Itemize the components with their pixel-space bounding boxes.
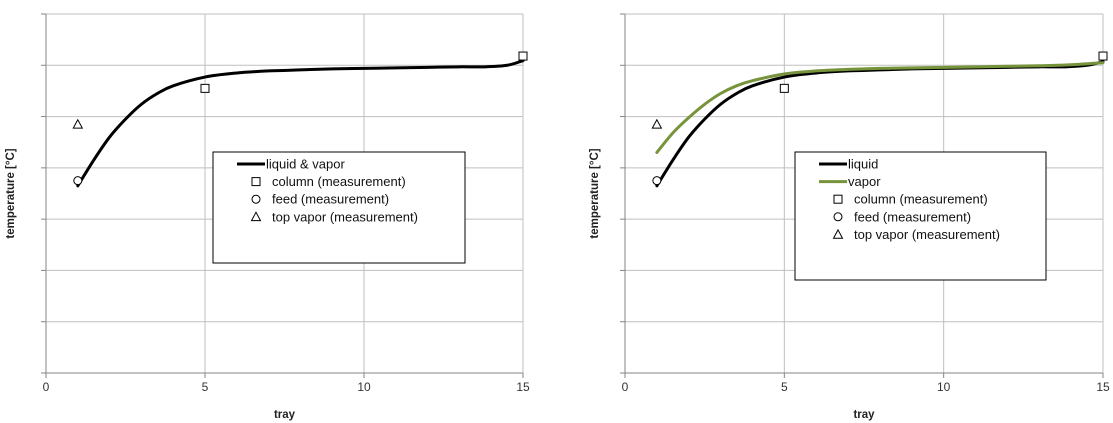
legend-circle-swatch	[251, 194, 261, 204]
series-line	[76, 59, 525, 188]
triangle-marker	[72, 118, 84, 129]
x-tick-label: 5	[202, 380, 209, 394]
x-axis-title: tray	[274, 409, 296, 421]
series-line	[655, 61, 1105, 154]
legend-label: vapor	[848, 174, 881, 189]
legend-triangle-swatch	[250, 211, 262, 222]
series-column-measurement	[200, 51, 528, 93]
x-tick-label: 10	[937, 380, 951, 394]
square-marker	[779, 83, 789, 93]
legend-label: column (measurement)	[272, 174, 406, 189]
y-axis-title: temperature [°C]	[589, 148, 601, 238]
legend-label: feed (measurement)	[854, 209, 971, 224]
triangle-marker	[651, 118, 663, 129]
legend-label: liquid	[848, 157, 878, 172]
circle-marker	[73, 176, 83, 186]
x-tick-label: 5	[781, 380, 788, 394]
series-liquid-vapor	[76, 59, 525, 188]
x-tick-label: 15	[1096, 380, 1110, 394]
square-marker	[200, 83, 210, 93]
square-marker	[518, 51, 528, 61]
chart-2: 0 5 10 15 tray temperature [°C] liquid vapor col…	[589, 13, 1110, 421]
series-feed-measurement	[73, 176, 83, 186]
y-axis-title: temperature [°C]	[5, 148, 17, 238]
legend-label: column (measurement)	[854, 192, 988, 207]
legend-label: liquid & vapor	[266, 157, 345, 172]
series-top-vapor-measurement	[72, 118, 84, 129]
circle-marker	[652, 176, 662, 186]
legend-triangle-swatch	[832, 228, 844, 239]
series-feed-measurement	[652, 176, 662, 186]
legend-square-swatch	[833, 194, 843, 204]
legend-label: feed (measurement)	[272, 192, 389, 207]
square-marker	[1098, 51, 1108, 61]
legend-label: top vapor (measurement)	[272, 209, 418, 224]
legend-box	[212, 151, 466, 264]
series-vapor	[655, 61, 1105, 154]
x-tick-label: 15	[516, 380, 530, 394]
x-tick-label: 10	[357, 380, 371, 394]
legend-circle-swatch	[833, 212, 843, 222]
chart-1: 0 5 10 15 tray temperature [°C] liquid & vapor…	[5, 13, 530, 421]
x-tick-label: 0	[622, 380, 629, 394]
legend: liquid & vapor column (measurement) feed (…	[212, 151, 466, 264]
legend-label: top vapor (measurement)	[854, 227, 1000, 242]
legend: liquid vapor column (measurement) feed (mea…	[794, 151, 1047, 281]
x-axis-title: tray	[853, 409, 875, 421]
x-tick-label: 0	[43, 380, 50, 394]
legend-square-swatch	[251, 177, 261, 187]
series-top-vapor-measurement	[651, 118, 663, 129]
series-column-measurement	[779, 51, 1108, 93]
